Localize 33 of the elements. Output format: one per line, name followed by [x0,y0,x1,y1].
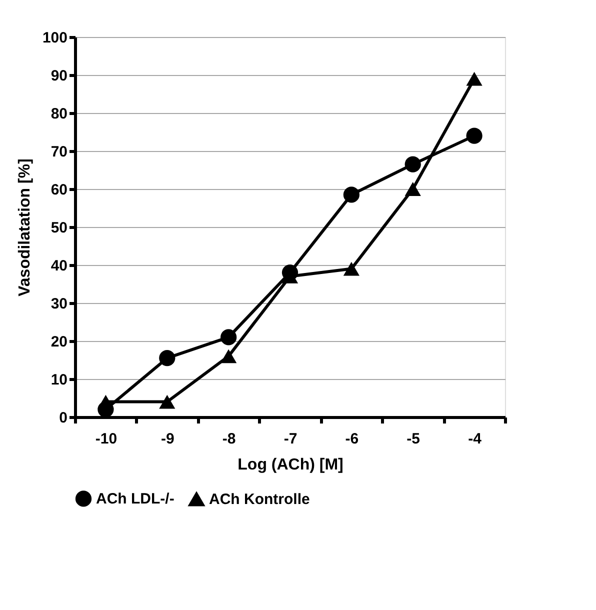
y-tick-label: 80 [50,106,68,122]
x-tick-label: -10 [95,430,118,448]
legend-label: ACh LDL-/- [96,490,174,508]
point [404,156,421,172]
y-tick-label: 40 [50,258,68,274]
point [343,262,360,276]
x-tick-label: -7 [284,430,298,448]
x-tick-label: -6 [345,430,359,448]
y-tick-label: 90 [50,68,68,84]
x-tick-label: -9 [160,430,174,448]
point [220,349,237,364]
y-tick-label: 20 [50,334,68,350]
point [98,394,114,409]
y-tick-label: 10 [50,372,68,388]
y-tick-label: 60 [50,182,68,198]
y-tick-label: 30 [50,296,68,312]
y-tick-label: 100 [42,30,68,46]
x-tick-label: -4 [468,430,482,448]
point [404,182,421,196]
point [466,128,482,144]
point [159,350,176,366]
x-axis-title: Log (ACh) [M] [238,456,344,474]
legend-label: ACh Kontrolle [209,491,310,508]
x-tick-label: -5 [406,430,420,448]
point [220,329,237,346]
y-tick-label: 0 [59,410,68,426]
y-tick-label: 50 [50,220,68,236]
x-tick-label: -8 [222,430,236,448]
point [466,72,482,86]
point [159,394,176,409]
point [343,186,360,203]
y-axis-title: Vasodilatation [%] [16,158,34,296]
y-tick-label: 70 [50,144,68,160]
